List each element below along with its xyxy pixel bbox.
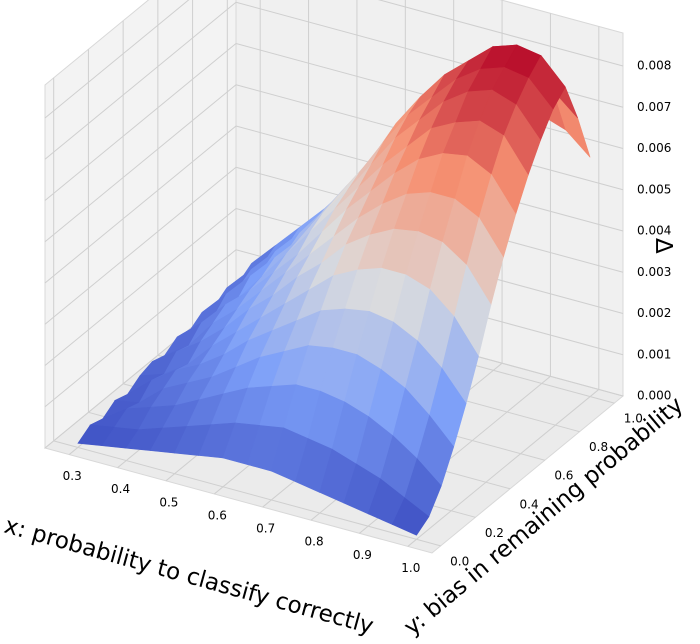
z-tick-label: 0.001 [637,347,671,361]
x-tick-label: 0.3 [63,469,82,483]
y-tick-label: 0.4 [520,497,539,511]
x-tick-label: 1.0 [401,561,420,575]
grid-line-z [44,166,237,325]
z-tick-label: 0.004 [637,224,671,238]
z-tick-label: 0.002 [637,306,671,320]
grid-line-x [407,389,600,547]
x-tick-label: 0.4 [111,482,130,496]
surface-mesh [77,44,591,536]
y-tick-label: 0.0 [450,554,469,568]
surface-facet [391,497,430,536]
x-tick-label: 0.9 [353,548,372,562]
x-axis-label: x: probability to classify correctly [1,513,376,640]
x-tick-label: 0.6 [208,508,227,522]
grid-line-z [377,0,624,67]
x-tick-label: 0.5 [159,495,178,509]
z-tick-label: 0.006 [637,141,671,155]
grid-line-z [44,208,237,366]
grid-line-z [44,43,237,201]
z-tick-label: 0.000 [637,389,671,403]
z-tick-label: 0.005 [637,182,671,196]
grid-line-z [44,84,237,243]
grid-line-z [44,0,190,119]
z-tick-label: 0.007 [637,100,671,114]
grid-line-z [44,1,237,160]
y-tick-label: 0.6 [554,469,573,483]
grid-line-z [44,125,237,284]
y-tick-label: 1.0 [624,412,643,426]
x-tick-label: 0.7 [256,522,275,536]
y-tick-label: 0.8 [589,440,608,454]
z-tick-label: 0.008 [637,59,671,73]
grid-line-y [53,440,441,547]
z-axis-label: Δ [650,238,676,254]
tick-labels: 0.3 0.4 0.5 0.6 0.7 0.8 0.9 1.0 0.0 0.2 0.4 0.6 0.8 1… [63,59,672,575]
z-tick-label: 0.003 [637,265,671,279]
x-tick-label: 0.8 [305,535,324,549]
grid-line-z [44,249,237,408]
y-tick-label: 0.2 [485,526,504,540]
